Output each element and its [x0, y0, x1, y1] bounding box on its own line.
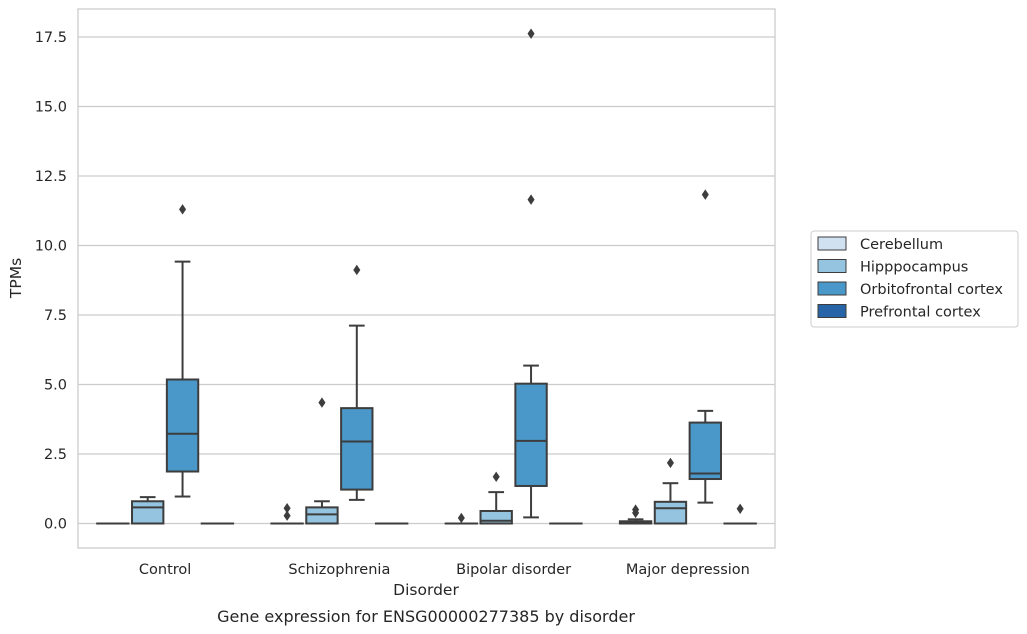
box-body	[688, 421, 722, 481]
box	[514, 28, 548, 519]
y-tick-label: 15.0	[35, 100, 67, 116]
legend-label: Hipppocampus	[860, 260, 968, 276]
series-cerebellum	[96, 503, 653, 525]
legend: Cerebellum Hipppocampus Orbitofrontal cort…	[810, 230, 1019, 328]
box	[688, 189, 722, 504]
box-body	[514, 382, 548, 487]
series-hipppocampus	[131, 397, 688, 525]
x-tick-label: Schizophrenia	[288, 562, 390, 578]
legend-item: Cerebellum	[817, 236, 943, 253]
box-body	[653, 500, 688, 525]
legend-swatch	[817, 236, 847, 251]
outlier-point	[632, 504, 640, 515]
y-axis-ticks: 0.0 2.5 5.0 7.5 10.0 12.5 15.0 17.5	[35, 30, 67, 533]
legend-item: Prefrontal cortex	[817, 304, 981, 321]
box	[131, 496, 165, 525]
outlier-point	[527, 194, 535, 205]
legend-swatch	[817, 304, 847, 318]
chart-caption: Gene expression for ENSG00000277385 by d…	[217, 607, 635, 626]
box	[479, 471, 513, 525]
box-body	[305, 506, 339, 525]
outlier-point	[492, 471, 500, 482]
box-body	[165, 378, 200, 473]
x-axis-ticks: Control Schizophrenia Bipolar disorder Majo…	[139, 562, 750, 578]
box-body	[340, 407, 374, 491]
box	[340, 264, 374, 501]
box	[270, 503, 304, 525]
y-tick-label: 5.0	[44, 378, 67, 394]
y-tick-label: 10.0	[35, 239, 67, 255]
x-tick-label: Major depression	[626, 562, 750, 578]
legend-item: Orbitofrontal cortex	[817, 281, 1003, 298]
y-tick-label: 12.5	[35, 169, 67, 185]
legend-frame	[810, 230, 1019, 328]
legend-swatch	[817, 259, 847, 273]
outlier-point	[318, 397, 326, 408]
outlier-point	[736, 503, 744, 514]
y-tick-label: 2.5	[44, 447, 67, 463]
series-prefrontal-cortex	[200, 503, 757, 525]
legend-label: Prefrontal cortex	[860, 305, 981, 321]
outlier-point	[527, 28, 535, 39]
outlier-point	[457, 512, 465, 524]
legend-label: Orbitofrontal cortex	[860, 282, 1003, 298]
outlier-point	[701, 189, 709, 200]
y-tick-label: 0.0	[44, 517, 67, 533]
box	[444, 512, 479, 525]
box-series	[96, 28, 757, 525]
box	[653, 457, 688, 525]
box	[305, 397, 339, 525]
legend-item: Hipppocampus	[817, 259, 968, 276]
box	[165, 204, 200, 498]
legend-swatch	[817, 281, 847, 296]
y-tick-label: 17.5	[35, 30, 67, 46]
outlier-point	[283, 510, 291, 521]
legend-label: Cerebellum	[860, 237, 943, 253]
outlier-point	[666, 457, 674, 469]
outlier-point	[353, 264, 361, 276]
series-orbitofrontal-cortex	[165, 28, 722, 519]
box	[618, 504, 653, 525]
x-tick-label: Control	[139, 562, 191, 578]
outlier-point	[283, 503, 291, 514]
plot-frame	[77, 8, 776, 549]
x-axis-label: Disorder	[393, 581, 459, 599]
outlier-point	[179, 204, 187, 215]
y-axis-label: TPMs	[7, 258, 25, 299]
box	[723, 503, 757, 525]
x-tick-label: Bipolar disorder	[456, 562, 571, 578]
y-tick-label: 7.5	[44, 308, 67, 324]
box-body	[131, 500, 165, 525]
